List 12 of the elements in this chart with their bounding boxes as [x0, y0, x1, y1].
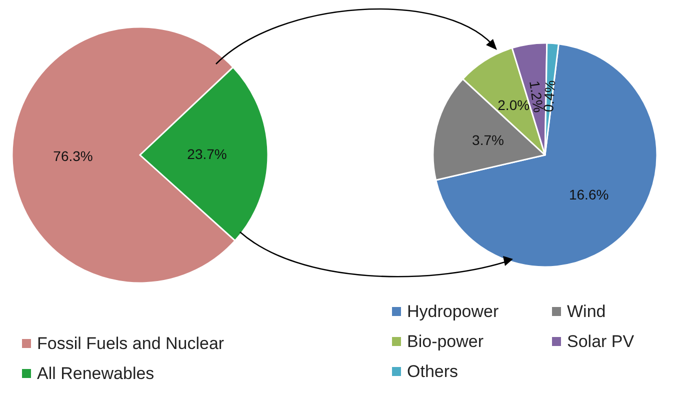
data-label: 16.6%: [568, 186, 609, 202]
data-label: 3.7%: [472, 132, 504, 148]
legend-label: Wind: [567, 302, 606, 321]
legend-label: Bio-power: [407, 332, 484, 351]
data-label: 23.7%: [187, 146, 227, 162]
legend-label: Solar PV: [567, 332, 635, 351]
legend-label: Others: [407, 362, 458, 381]
legend-label: Hydropower: [407, 302, 499, 321]
legend-label: Fossil Fuels and Nuclear: [37, 334, 224, 353]
data-label: 2.0%: [498, 97, 530, 114]
legend-label: All Renewables: [37, 364, 154, 383]
data-label: 76.3%: [53, 148, 93, 164]
